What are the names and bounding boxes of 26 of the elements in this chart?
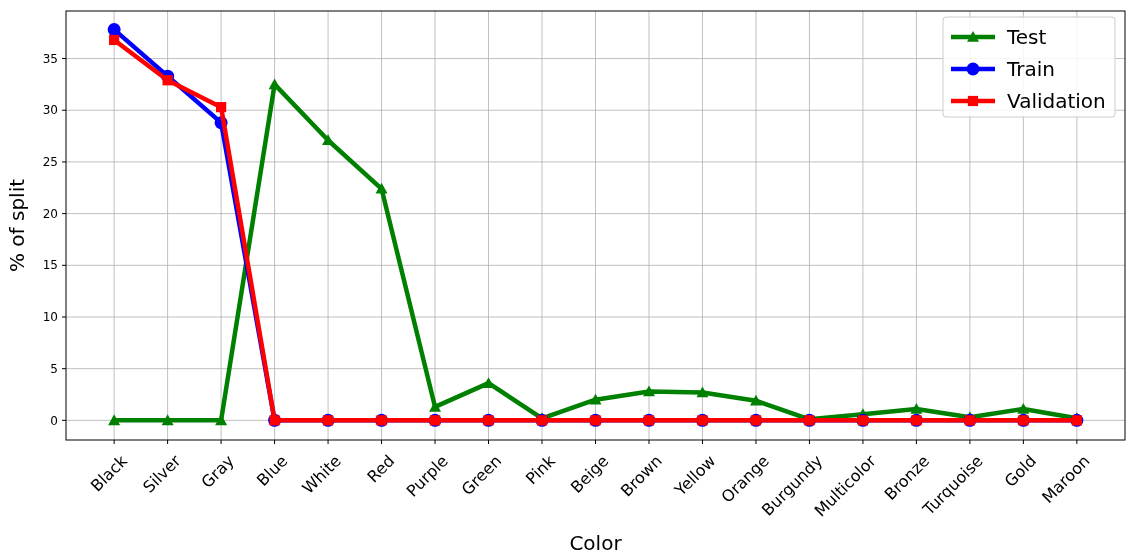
y-tick-label: 35 — [42, 51, 58, 66]
point — [107, 23, 121, 37]
point — [216, 102, 227, 113]
y-tick-label: 20 — [42, 206, 58, 221]
point — [375, 182, 388, 194]
point — [749, 394, 762, 406]
legend-label: Validation — [1007, 89, 1106, 113]
legend-label: Train — [1006, 57, 1055, 81]
point — [642, 385, 655, 397]
point — [910, 402, 923, 414]
legend-label: Test — [1006, 25, 1047, 49]
y-tick-label: 0 — [50, 413, 58, 428]
y-axis-title: % of split — [5, 178, 29, 273]
point — [696, 386, 709, 398]
point — [1017, 402, 1030, 414]
y-tick-label: 10 — [42, 310, 58, 325]
y-tick-label: 25 — [42, 155, 58, 170]
x-axis-title: Color — [569, 531, 623, 554]
point — [162, 75, 173, 86]
point — [161, 414, 174, 426]
point — [109, 34, 120, 46]
y-tick-label: 5 — [50, 361, 58, 376]
point — [589, 393, 602, 405]
y-tick-label: 30 — [42, 103, 58, 118]
y-tick-label: 15 — [42, 258, 58, 273]
point — [108, 414, 121, 426]
